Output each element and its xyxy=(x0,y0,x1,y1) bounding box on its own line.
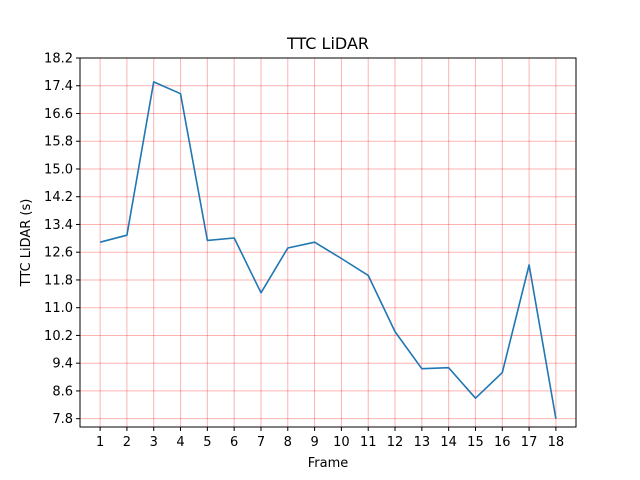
x-tick-label: 14 xyxy=(440,435,457,450)
x-tick-label: 4 xyxy=(176,435,184,450)
x-tick-label: 15 xyxy=(467,435,484,450)
x-tick-label: 13 xyxy=(414,435,431,450)
y-tick-label: 11.0 xyxy=(44,301,73,316)
y-axis-label: TTC LiDAR (s) xyxy=(19,199,34,288)
y-tick-label: 9.4 xyxy=(52,357,73,372)
y-tick-label: 16.6 xyxy=(44,107,73,122)
chart-title: TTC LiDAR xyxy=(286,34,369,53)
x-tick-label: 9 xyxy=(310,435,318,450)
ttc-series-line xyxy=(99,81,557,419)
grid xyxy=(80,57,576,427)
x-tick-label: 5 xyxy=(203,435,211,450)
y-tick-label: 7.8 xyxy=(52,412,73,427)
x-tick-label: 7 xyxy=(257,435,265,450)
y-tick-label: 10.2 xyxy=(44,329,73,344)
y-tick-label: 11.8 xyxy=(44,273,73,288)
x-tick-label: 18 xyxy=(548,435,565,450)
y-tick-label: 14.2 xyxy=(44,190,73,205)
y-tick-label: 18.2 xyxy=(44,52,73,67)
x-tick-label: 16 xyxy=(494,435,511,450)
plot-frame xyxy=(79,57,577,428)
y-tick-label: 15.8 xyxy=(44,135,73,150)
y-tick-label: 8.6 xyxy=(52,384,73,399)
x-tick-label: 2 xyxy=(123,435,131,450)
y-tick-label: 17.4 xyxy=(44,79,73,94)
series-layer xyxy=(99,81,557,419)
axis-ticks: 1 2 3 4 5 6 7 8 9 10 11 12 13 14 15 16 17 187.88.69.410.2… xyxy=(44,52,564,451)
x-tick-label: 8 xyxy=(284,435,292,450)
x-tick-label: 10 xyxy=(333,435,350,450)
y-tick-label: 15.0 xyxy=(44,162,73,177)
x-tick-label: 1 xyxy=(96,435,104,450)
x-tick-label: 12 xyxy=(387,435,404,450)
x-axis-label: Frame xyxy=(308,456,349,471)
y-tick-label: 12.6 xyxy=(44,246,73,261)
x-tick-label: 11 xyxy=(360,435,377,450)
x-tick-label: 17 xyxy=(521,435,538,450)
y-tick-label: 13.4 xyxy=(44,218,73,233)
x-tick-label: 6 xyxy=(230,435,238,450)
x-tick-label: 3 xyxy=(150,435,158,450)
